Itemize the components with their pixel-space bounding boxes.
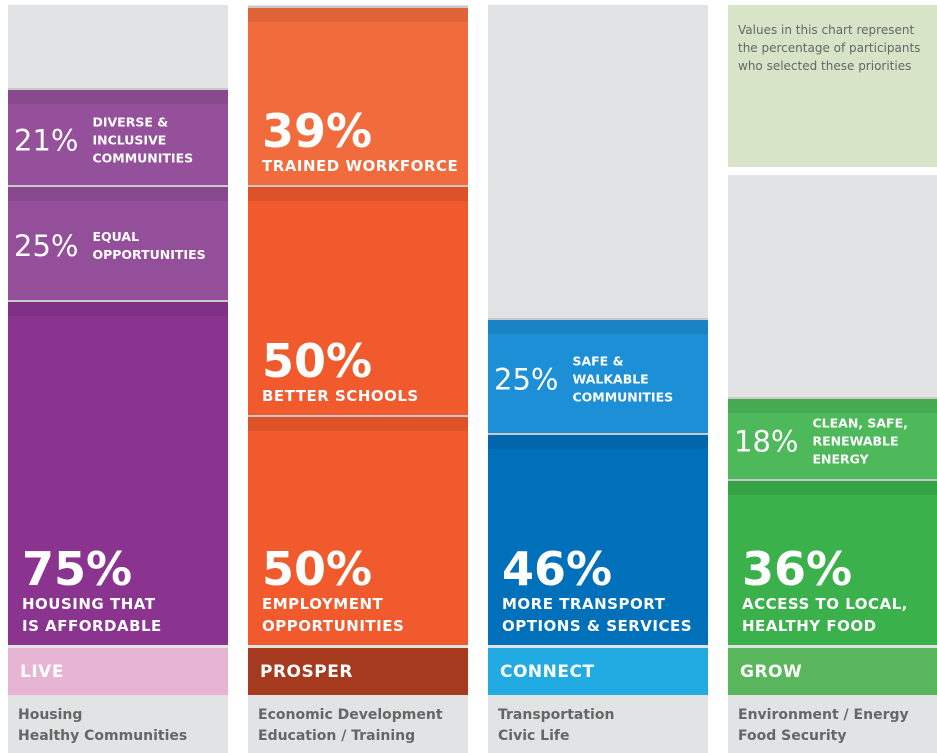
segment-text: 21% DIVERSE & INCLUSIVE COMMUNITIES: [14, 113, 224, 167]
segment-label: MORE TRANSPORT OPTIONS & SERVICES: [502, 594, 693, 635]
segment-label: SAFE & WALKABLE COMMUNITIES: [572, 353, 674, 405]
value-label: 18%: [734, 424, 799, 459]
segment: 46% MORE TRANSPORT OPTIONS & SERVICES: [488, 433, 708, 645]
value-label: 21%: [14, 123, 79, 158]
value-label: 50%: [262, 334, 373, 388]
segment-text: 18% CLEAN, SAFE, RENEWABLE ENERGY: [734, 415, 933, 469]
segment-label: EQUAL OPPORTUNITIES: [92, 228, 206, 262]
chart-note: Values in this chart represent the perce…: [728, 5, 937, 167]
segment-text: 39% TRAINED WORKFORCE: [262, 107, 458, 177]
segment-text: 50% BETTER SCHOOLS: [262, 337, 419, 407]
value-label: 75%: [22, 542, 133, 596]
category-band: GROW: [728, 648, 937, 695]
value-label: 25%: [14, 228, 79, 263]
segment-label: EMPLOYMENT OPPORTUNITIES: [262, 595, 405, 635]
segment: 21% DIVERSE & INCLUSIVE COMMUNITIES: [8, 88, 228, 185]
segment: 18% CLEAN, SAFE, RENEWABLE ENERGY: [728, 396, 937, 480]
segment-text: 25% EQUAL OPPORTUNITIES: [14, 227, 224, 263]
segment-label: CLEAN, SAFE, RENEWABLE ENERGY: [812, 415, 908, 467]
category-description: Housing Healthy Communities: [18, 707, 188, 744]
segment: 39% TRAINED WORKFORCE: [248, 5, 468, 185]
value-label: 25%: [494, 362, 559, 397]
segment-label: BETTER SCHOOLS: [262, 387, 419, 405]
segment: 25% SAFE & WALKABLE COMMUNITIES: [488, 318, 708, 434]
category-band: CONNECT: [488, 648, 708, 695]
category-band: PROSPER: [248, 648, 468, 695]
category-band: LIVE: [8, 648, 228, 695]
value-label: 39%: [262, 103, 373, 158]
segment: 75% HOUSING THAT IS AFFORDABLE: [8, 300, 228, 645]
segment: 25% EQUAL OPPORTUNITIES: [8, 185, 228, 300]
segment: 50% EMPLOYMENT OPPORTUNITIES: [248, 415, 468, 645]
segment-label: TRAINED WORKFORCE: [262, 156, 459, 175]
segment-text: 75% HOUSING THAT IS AFFORDABLE: [22, 545, 162, 637]
segment-label: ACCESS TO LOCAL, HEALTHY FOOD: [742, 594, 908, 635]
value-label: 36%: [742, 541, 853, 596]
segment-text: 50% EMPLOYMENT OPPORTUNITIES: [262, 545, 404, 637]
value-label: 46%: [502, 541, 613, 596]
segment-label: DIVERSE & INCLUSIVE COMMUNITIES: [92, 114, 194, 166]
value-label: 50%: [262, 542, 373, 596]
category-description: Environment / Energy Food Security: [738, 707, 909, 744]
segment-text: 25% SAFE & WALKABLE COMMUNITIES: [494, 353, 704, 407]
segment-label: HOUSING THAT IS AFFORDABLE: [22, 595, 162, 635]
segment: 50% BETTER SCHOOLS: [248, 185, 468, 415]
segment: 36% ACCESS TO LOCAL, HEALTHY FOOD: [728, 479, 937, 645]
segment-text: 46% MORE TRANSPORT OPTIONS & SERVICES: [502, 545, 692, 637]
category-description: Transportation Civic Life: [498, 707, 615, 744]
category-description: Economic Development Education / Trainin…: [258, 707, 443, 744]
segment-text: 36% ACCESS TO LOCAL, HEALTHY FOOD: [742, 545, 908, 637]
